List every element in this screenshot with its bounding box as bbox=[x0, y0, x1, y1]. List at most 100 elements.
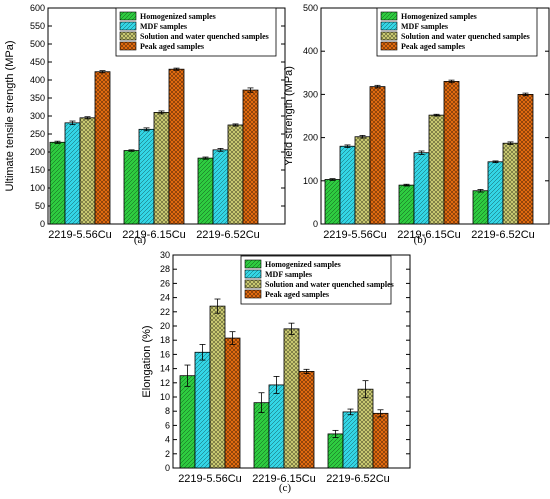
y-tick-label: 500 bbox=[303, 3, 318, 13]
panel-label: (a) bbox=[134, 234, 147, 246]
bar-peak-aged bbox=[224, 337, 241, 469]
bar-homogenized bbox=[398, 184, 415, 225]
legend-box bbox=[376, 7, 538, 57]
bar-solution-quenched bbox=[209, 305, 226, 469]
y-tick-label: 50 bbox=[35, 201, 45, 211]
bar-homogenized bbox=[123, 150, 140, 225]
bar-peak-aged bbox=[517, 94, 534, 225]
category-label: 2219-6.15Cu bbox=[397, 229, 461, 241]
y-tick-label: 400 bbox=[30, 75, 45, 85]
legend-swatch bbox=[119, 11, 137, 21]
legend-label: MDF samples bbox=[140, 22, 187, 31]
y-tick-label: 22 bbox=[160, 307, 170, 317]
legend-label: Peak aged samples bbox=[265, 290, 329, 299]
bar-mdf bbox=[487, 161, 504, 225]
y-tick-label: 0 bbox=[40, 219, 45, 229]
legend-swatch bbox=[119, 41, 137, 51]
bar-solution-quenched bbox=[502, 142, 519, 225]
bar-peak-aged bbox=[372, 412, 389, 469]
bar-homogenized bbox=[327, 433, 344, 469]
bar-homogenized bbox=[197, 157, 214, 225]
y-tick-label: 250 bbox=[30, 129, 45, 139]
y-tick-label: 400 bbox=[303, 46, 318, 56]
bar-solution-quenched bbox=[79, 117, 96, 225]
legend-label: Peak aged samples bbox=[401, 42, 465, 51]
bar-mdf bbox=[339, 145, 356, 225]
category-label: 2219-6.15Cu bbox=[122, 229, 186, 241]
bar-peak-aged bbox=[369, 86, 386, 225]
legend-label: Solution and water quenched samples bbox=[140, 32, 269, 41]
bar-solution-quenched bbox=[283, 328, 300, 469]
legend-swatch bbox=[119, 31, 137, 41]
y-tick-label: 100 bbox=[303, 176, 318, 186]
y-tick-label: 20 bbox=[160, 321, 170, 331]
legend-label: Solution and water quenched samples bbox=[401, 32, 530, 41]
y-tick-label: 30 bbox=[160, 250, 170, 260]
y-tick-label: 300 bbox=[303, 89, 318, 99]
bar-peak-aged bbox=[443, 81, 460, 225]
bar-peak-aged bbox=[242, 89, 259, 225]
bar-peak-aged bbox=[94, 71, 111, 225]
y-tick-label: 8 bbox=[165, 406, 170, 416]
y-tick-label: 4 bbox=[165, 435, 170, 445]
y-tick-label: 200 bbox=[303, 133, 318, 143]
y-tick-label: 200 bbox=[30, 147, 45, 157]
legend-label: Solution and water quenched samples bbox=[265, 280, 394, 289]
category-label: 2219-5.56Cu bbox=[48, 229, 112, 241]
y-tick-label: 16 bbox=[160, 349, 170, 359]
bar-solution-quenched bbox=[354, 136, 371, 225]
y-tick-label: 12 bbox=[160, 378, 170, 388]
y-tick-label: 500 bbox=[30, 39, 45, 49]
category-label: 2219-6.52Cu bbox=[196, 229, 260, 241]
y-tick-label: 26 bbox=[160, 278, 170, 288]
bar-mdf bbox=[138, 128, 155, 225]
y-axis-title: Ultimate tensile strength (MPa) bbox=[4, 41, 16, 192]
category-label: 2219-6.52Cu bbox=[326, 473, 390, 485]
y-tick-label: 14 bbox=[160, 364, 170, 374]
bar-homogenized bbox=[49, 141, 66, 225]
panel-label: (c) bbox=[279, 482, 292, 494]
y-tick-label: 0 bbox=[165, 463, 170, 473]
y-tick-label: 2 bbox=[165, 449, 170, 459]
panel-label: (b) bbox=[414, 234, 427, 246]
legend-label: MDF samples bbox=[265, 270, 312, 279]
chart-panel-1: 0 50 100 150 200 250 300 350 400 450 500 550 600 Ulti… bbox=[4, 3, 286, 246]
bar-peak-aged bbox=[168, 68, 185, 225]
legend-swatch bbox=[244, 259, 262, 269]
legend-swatch bbox=[380, 41, 398, 51]
legend-swatch bbox=[380, 31, 398, 41]
y-tick-label: 300 bbox=[30, 111, 45, 121]
bar-homogenized bbox=[179, 375, 196, 469]
category-label: 2219-5.56Cu bbox=[323, 229, 387, 241]
legend-label: Homogenized samples bbox=[265, 260, 341, 269]
y-axis-title: Elongation (%) bbox=[141, 325, 153, 397]
legend-label: Homogenized samples bbox=[401, 12, 477, 21]
legend-swatch bbox=[244, 289, 262, 299]
legend-swatch bbox=[380, 21, 398, 31]
y-tick-label: 600 bbox=[30, 3, 45, 13]
category-label: 2219-6.15Cu bbox=[252, 473, 316, 485]
legend-swatch bbox=[380, 11, 398, 21]
legend-swatch bbox=[244, 279, 262, 289]
bar-solution-quenched bbox=[227, 124, 244, 225]
bar-homogenized bbox=[324, 179, 341, 225]
y-tick-label: 24 bbox=[160, 293, 170, 303]
bar-peak-aged bbox=[298, 371, 315, 469]
y-tick-label: 28 bbox=[160, 264, 170, 274]
legend-label: Homogenized samples bbox=[140, 12, 216, 21]
y-tick-label: 0 bbox=[313, 219, 318, 229]
bar-homogenized bbox=[472, 190, 489, 225]
bar-mdf bbox=[212, 149, 229, 225]
y-tick-label: 6 bbox=[165, 420, 170, 430]
y-tick-label: 450 bbox=[30, 57, 45, 67]
y-tick-label: 18 bbox=[160, 335, 170, 345]
category-label: 2219-5.56Cu bbox=[178, 473, 242, 485]
chart-panel-2: 0 100 200 300 400 500 Yield strength (MPa) 2219… bbox=[283, 3, 550, 246]
category-label: 2219-6.52Cu bbox=[471, 229, 535, 241]
bar-mdf bbox=[268, 384, 285, 469]
legend-label: Peak aged samples bbox=[140, 42, 204, 51]
y-tick-label: 150 bbox=[30, 165, 45, 175]
legend-swatch bbox=[244, 269, 262, 279]
y-tick-label: 10 bbox=[160, 392, 170, 402]
